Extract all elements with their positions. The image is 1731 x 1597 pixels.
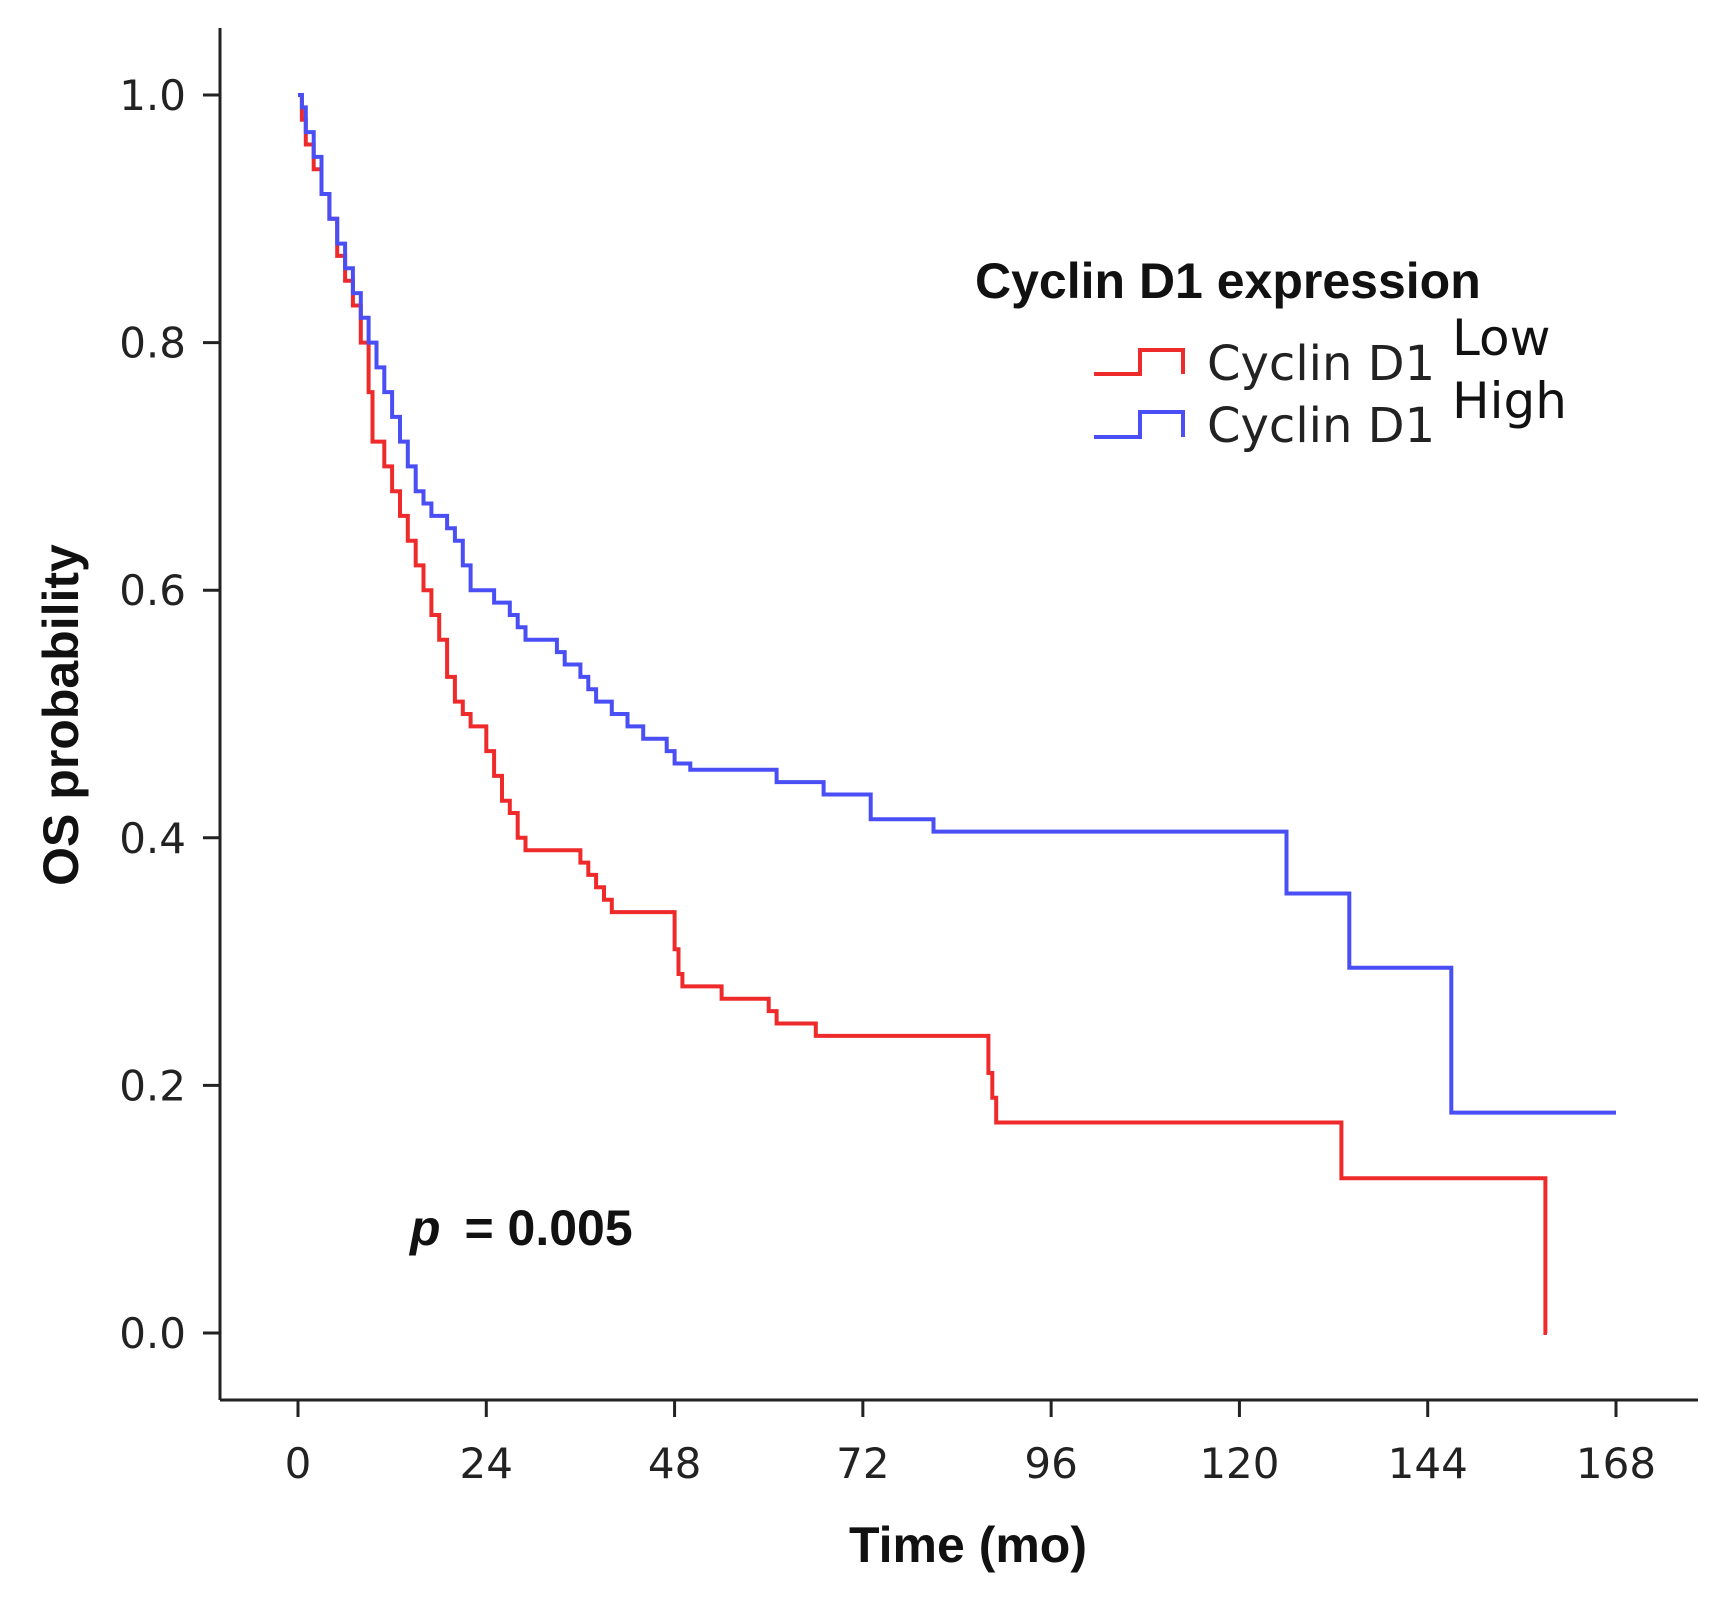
legend-entry-high: Cyclin D1 High bbox=[1094, 372, 1567, 454]
y-tick-label: 0.4 bbox=[119, 814, 186, 863]
legend-swatch-low bbox=[1094, 348, 1185, 376]
y-tick-label: 0.0 bbox=[119, 1309, 186, 1358]
x-tick-label: 24 bbox=[460, 1439, 513, 1488]
legend-sup-high: High bbox=[1452, 372, 1567, 430]
legend-sup-low: Low bbox=[1452, 309, 1550, 367]
y-axis-title: OS probability bbox=[33, 544, 89, 886]
x-axis-title: Time (mo) bbox=[849, 1517, 1087, 1573]
y-tick-label: 0.8 bbox=[119, 319, 186, 368]
survival-curves bbox=[298, 93, 1616, 1335]
x-tick-label: 48 bbox=[648, 1439, 701, 1488]
legend: Cyclin D1 expression Cyclin D1 Low Cycli… bbox=[975, 253, 1567, 454]
y-axis-ticks: 0.0 0.2 0.4 0.6 0.8 1.0 bbox=[119, 71, 220, 1358]
legend-label-high: Cyclin D1 bbox=[1207, 398, 1435, 454]
x-tick-label: 144 bbox=[1388, 1439, 1468, 1488]
x-tick-label: 72 bbox=[836, 1439, 889, 1488]
x-tick-label: 120 bbox=[1199, 1439, 1279, 1488]
p-value-text: = 0.005 bbox=[464, 1200, 632, 1256]
x-tick-label: 0 bbox=[285, 1439, 312, 1488]
x-tick-label: 168 bbox=[1576, 1439, 1656, 1488]
x-tick-label: 96 bbox=[1024, 1439, 1077, 1488]
y-tick-label: 0.6 bbox=[119, 566, 186, 615]
legend-entry-low: Cyclin D1 Low bbox=[1094, 309, 1550, 392]
legend-swatch-high bbox=[1094, 410, 1185, 439]
series-line-high bbox=[298, 93, 1616, 1115]
y-tick-label: 1.0 bbox=[119, 71, 186, 120]
x-axis-ticks: 024487296120144168192 bbox=[285, 1400, 1656, 1488]
legend-label-low: Cyclin D1 bbox=[1207, 336, 1435, 392]
legend-title: Cyclin D1 expression bbox=[975, 253, 1481, 309]
p-value-symbol: p bbox=[408, 1200, 441, 1256]
y-tick-label: 0.2 bbox=[119, 1061, 186, 1110]
p-value-annotation: p = 0.005 bbox=[408, 1200, 633, 1256]
